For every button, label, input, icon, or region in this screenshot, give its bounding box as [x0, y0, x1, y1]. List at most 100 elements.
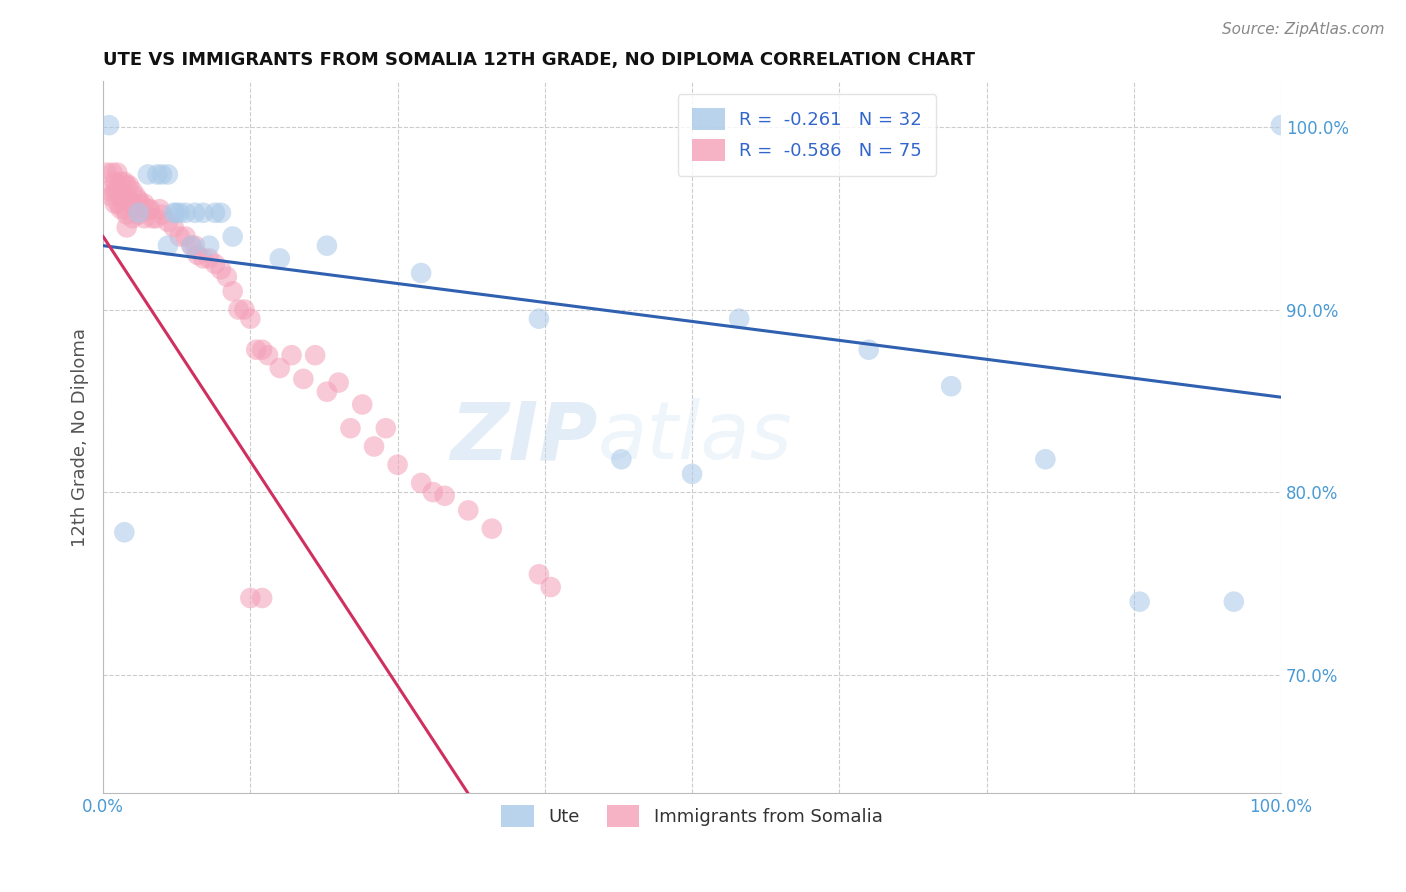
- Text: Source: ZipAtlas.com: Source: ZipAtlas.com: [1222, 22, 1385, 37]
- Point: [98, 184, 121, 198]
- Point: [104, 175, 127, 189]
- Point: [163, 220, 186, 235]
- Point: [115, 193, 138, 207]
- Point: [316, 238, 339, 252]
- Point: [96, 166, 118, 180]
- Text: ZIP: ZIP: [450, 399, 598, 476]
- Point: [184, 238, 207, 252]
- Point: [257, 348, 280, 362]
- Point: [110, 175, 132, 189]
- Point: [118, 193, 141, 207]
- Point: [184, 206, 207, 220]
- Point: [121, 211, 143, 226]
- Point: [269, 252, 291, 266]
- Point: [193, 252, 215, 266]
- Point: [1129, 595, 1152, 609]
- Point: [165, 206, 187, 220]
- Point: [136, 202, 159, 216]
- Point: [422, 485, 444, 500]
- Point: [156, 168, 179, 182]
- Point: [107, 196, 129, 211]
- Point: [127, 193, 149, 207]
- Point: [110, 189, 132, 203]
- Point: [239, 591, 262, 605]
- Point: [411, 266, 433, 280]
- Point: [121, 184, 143, 198]
- Point: [250, 591, 273, 605]
- Point: [105, 184, 128, 198]
- Point: [127, 208, 149, 222]
- Point: [233, 302, 256, 317]
- Point: [610, 452, 633, 467]
- Point: [209, 206, 232, 220]
- Point: [292, 372, 315, 386]
- Point: [104, 184, 127, 198]
- Point: [169, 206, 191, 220]
- Point: [180, 238, 202, 252]
- Point: [142, 211, 165, 226]
- Point: [104, 196, 127, 211]
- Point: [221, 229, 243, 244]
- Point: [100, 189, 122, 203]
- Point: [387, 458, 409, 472]
- Point: [941, 379, 963, 393]
- Point: [112, 175, 135, 189]
- Point: [180, 238, 202, 252]
- Point: [129, 196, 152, 211]
- Point: [457, 503, 479, 517]
- Point: [245, 343, 267, 357]
- Point: [112, 189, 135, 203]
- Point: [150, 208, 173, 222]
- Point: [681, 467, 703, 481]
- Point: [139, 202, 162, 216]
- Point: [115, 178, 138, 193]
- Point: [127, 206, 149, 220]
- Point: [1270, 118, 1292, 132]
- Point: [339, 421, 361, 435]
- Point: [105, 166, 128, 180]
- Point: [228, 302, 250, 317]
- Point: [858, 343, 880, 357]
- Point: [1223, 595, 1246, 609]
- Point: [363, 440, 385, 454]
- Point: [215, 269, 238, 284]
- Point: [145, 211, 167, 226]
- Point: [540, 580, 562, 594]
- Y-axis label: 12th Grade, No Diploma: 12th Grade, No Diploma: [72, 328, 89, 547]
- Point: [156, 215, 179, 229]
- Point: [1035, 452, 1057, 467]
- Point: [481, 522, 503, 536]
- Point: [193, 206, 215, 220]
- Text: atlas: atlas: [598, 399, 793, 476]
- Point: [280, 348, 302, 362]
- Point: [186, 248, 208, 262]
- Point: [110, 202, 132, 216]
- Point: [174, 229, 197, 244]
- Point: [250, 343, 273, 357]
- Point: [98, 118, 121, 132]
- Point: [134, 196, 156, 211]
- Point: [527, 311, 550, 326]
- Point: [150, 168, 173, 182]
- Point: [198, 252, 221, 266]
- Point: [149, 202, 172, 216]
- Point: [316, 384, 339, 399]
- Point: [163, 206, 186, 220]
- Point: [304, 348, 326, 362]
- Point: [204, 206, 226, 220]
- Point: [156, 238, 179, 252]
- Point: [146, 168, 169, 182]
- Point: [527, 567, 550, 582]
- Point: [112, 525, 135, 540]
- Point: [352, 397, 374, 411]
- Point: [328, 376, 350, 390]
- Point: [136, 168, 159, 182]
- Point: [169, 229, 191, 244]
- Point: [134, 211, 156, 226]
- Point: [115, 208, 138, 222]
- Point: [121, 196, 143, 211]
- Point: [204, 257, 226, 271]
- Point: [125, 189, 148, 203]
- Point: [198, 238, 221, 252]
- Point: [411, 475, 433, 490]
